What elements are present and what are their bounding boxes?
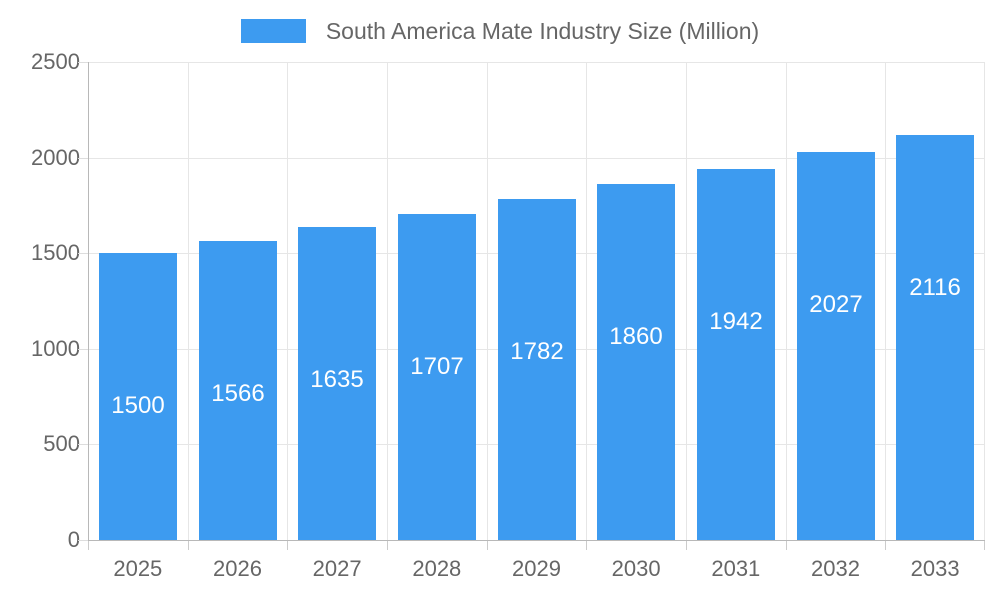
x-axis-tick-label: 2027 [312, 556, 362, 581]
y-axis-tick-mark [78, 540, 88, 541]
bar-value-label: 1566 [211, 379, 265, 407]
gridline-vertical [188, 62, 189, 540]
bar-value-label: 1782 [510, 338, 564, 366]
bar-value-label: 2116 [909, 274, 961, 302]
gridline-vertical [586, 62, 587, 540]
x-axis-tick-label: 2025 [113, 556, 163, 581]
y-axis-tick-label: 2500 [31, 49, 80, 74]
y-axis-tick-label: 0 [67, 527, 80, 552]
gridline-vertical [984, 62, 985, 540]
x-axis-tick-mark [387, 541, 388, 550]
bar[interactable]: 2116 [896, 135, 974, 540]
x-axis-tick-mark [88, 541, 89, 550]
gridline-horizontal [88, 62, 985, 63]
y-axis-tick-label: 1000 [31, 335, 80, 361]
y-axis-tick-label: 1500 [31, 240, 80, 266]
gridline-vertical [487, 62, 488, 540]
x-axis-tick-mark [984, 541, 985, 550]
y-axis-tick-label: 2000 [31, 144, 80, 170]
x-axis-tick-label: 2032 [811, 556, 860, 581]
x-axis-tick-label: 2028 [412, 556, 462, 581]
x-axis-line [88, 540, 985, 541]
chart-legend: South America Mate Industry Size (Millio… [0, 12, 1000, 50]
x-axis-tick-mark [786, 541, 787, 550]
bar[interactable]: 1860 [597, 184, 675, 540]
bar[interactable]: 1782 [498, 199, 576, 540]
y-axis-labels: 0 500 1000 1500 2000 2500 [0, 0, 88, 600]
y-axis-line [88, 62, 89, 540]
x-axis-tick-label: 2029 [512, 556, 561, 581]
gridline-vertical [786, 62, 787, 540]
x-axis-tick-label: 2026 [213, 556, 262, 581]
x-axis-tick-label: 2030 [611, 556, 661, 581]
bar-value-label: 1942 [709, 307, 763, 335]
y-axis-tick-mark [78, 348, 88, 350]
x-axis-tick-mark [188, 541, 189, 550]
bar[interactable]: 1500 [99, 253, 177, 540]
bar[interactable]: 2027 [797, 152, 875, 540]
gridline-vertical [885, 62, 886, 540]
bar-value-label: 1707 [410, 352, 464, 380]
gridline-vertical [387, 62, 388, 540]
y-axis-tick-label: 500 [43, 431, 80, 457]
y-axis-tick-mark [78, 157, 88, 159]
x-axis-tick-mark [487, 541, 488, 550]
bar[interactable]: 1566 [199, 240, 277, 540]
x-axis-tick-mark [686, 541, 687, 550]
bar-value-label: 1635 [310, 366, 364, 394]
y-axis-tick-mark [78, 253, 88, 255]
bar[interactable]: 1635 [298, 227, 376, 540]
bar-value-label: 1860 [609, 323, 663, 351]
y-axis-tick-mark [78, 62, 88, 63]
x-axis-tick-mark [287, 541, 288, 550]
y-axis-tick-mark [78, 444, 88, 446]
legend-color-swatch[interactable] [240, 19, 306, 43]
legend-label[interactable]: South America Mate Industry Size (Millio… [325, 17, 760, 44]
gridline-vertical [287, 62, 288, 540]
bar[interactable]: 1707 [398, 213, 476, 540]
gridline-vertical [686, 62, 687, 540]
bar[interactable]: 1942 [697, 168, 775, 540]
plot-area: 1500 1566 1635 1707 1782 1860 1942 2027 2116 [88, 62, 985, 541]
bar-value-label: 2027 [809, 291, 863, 319]
gridline-horizontal [88, 157, 985, 159]
x-axis-tick-mark [885, 541, 886, 550]
x-axis-tick-label: 2031 [711, 556, 761, 581]
x-axis-tick-label: 2033 [910, 556, 960, 581]
x-axis-tick-mark [586, 541, 587, 550]
bar-value-label: 1500 [111, 392, 165, 420]
